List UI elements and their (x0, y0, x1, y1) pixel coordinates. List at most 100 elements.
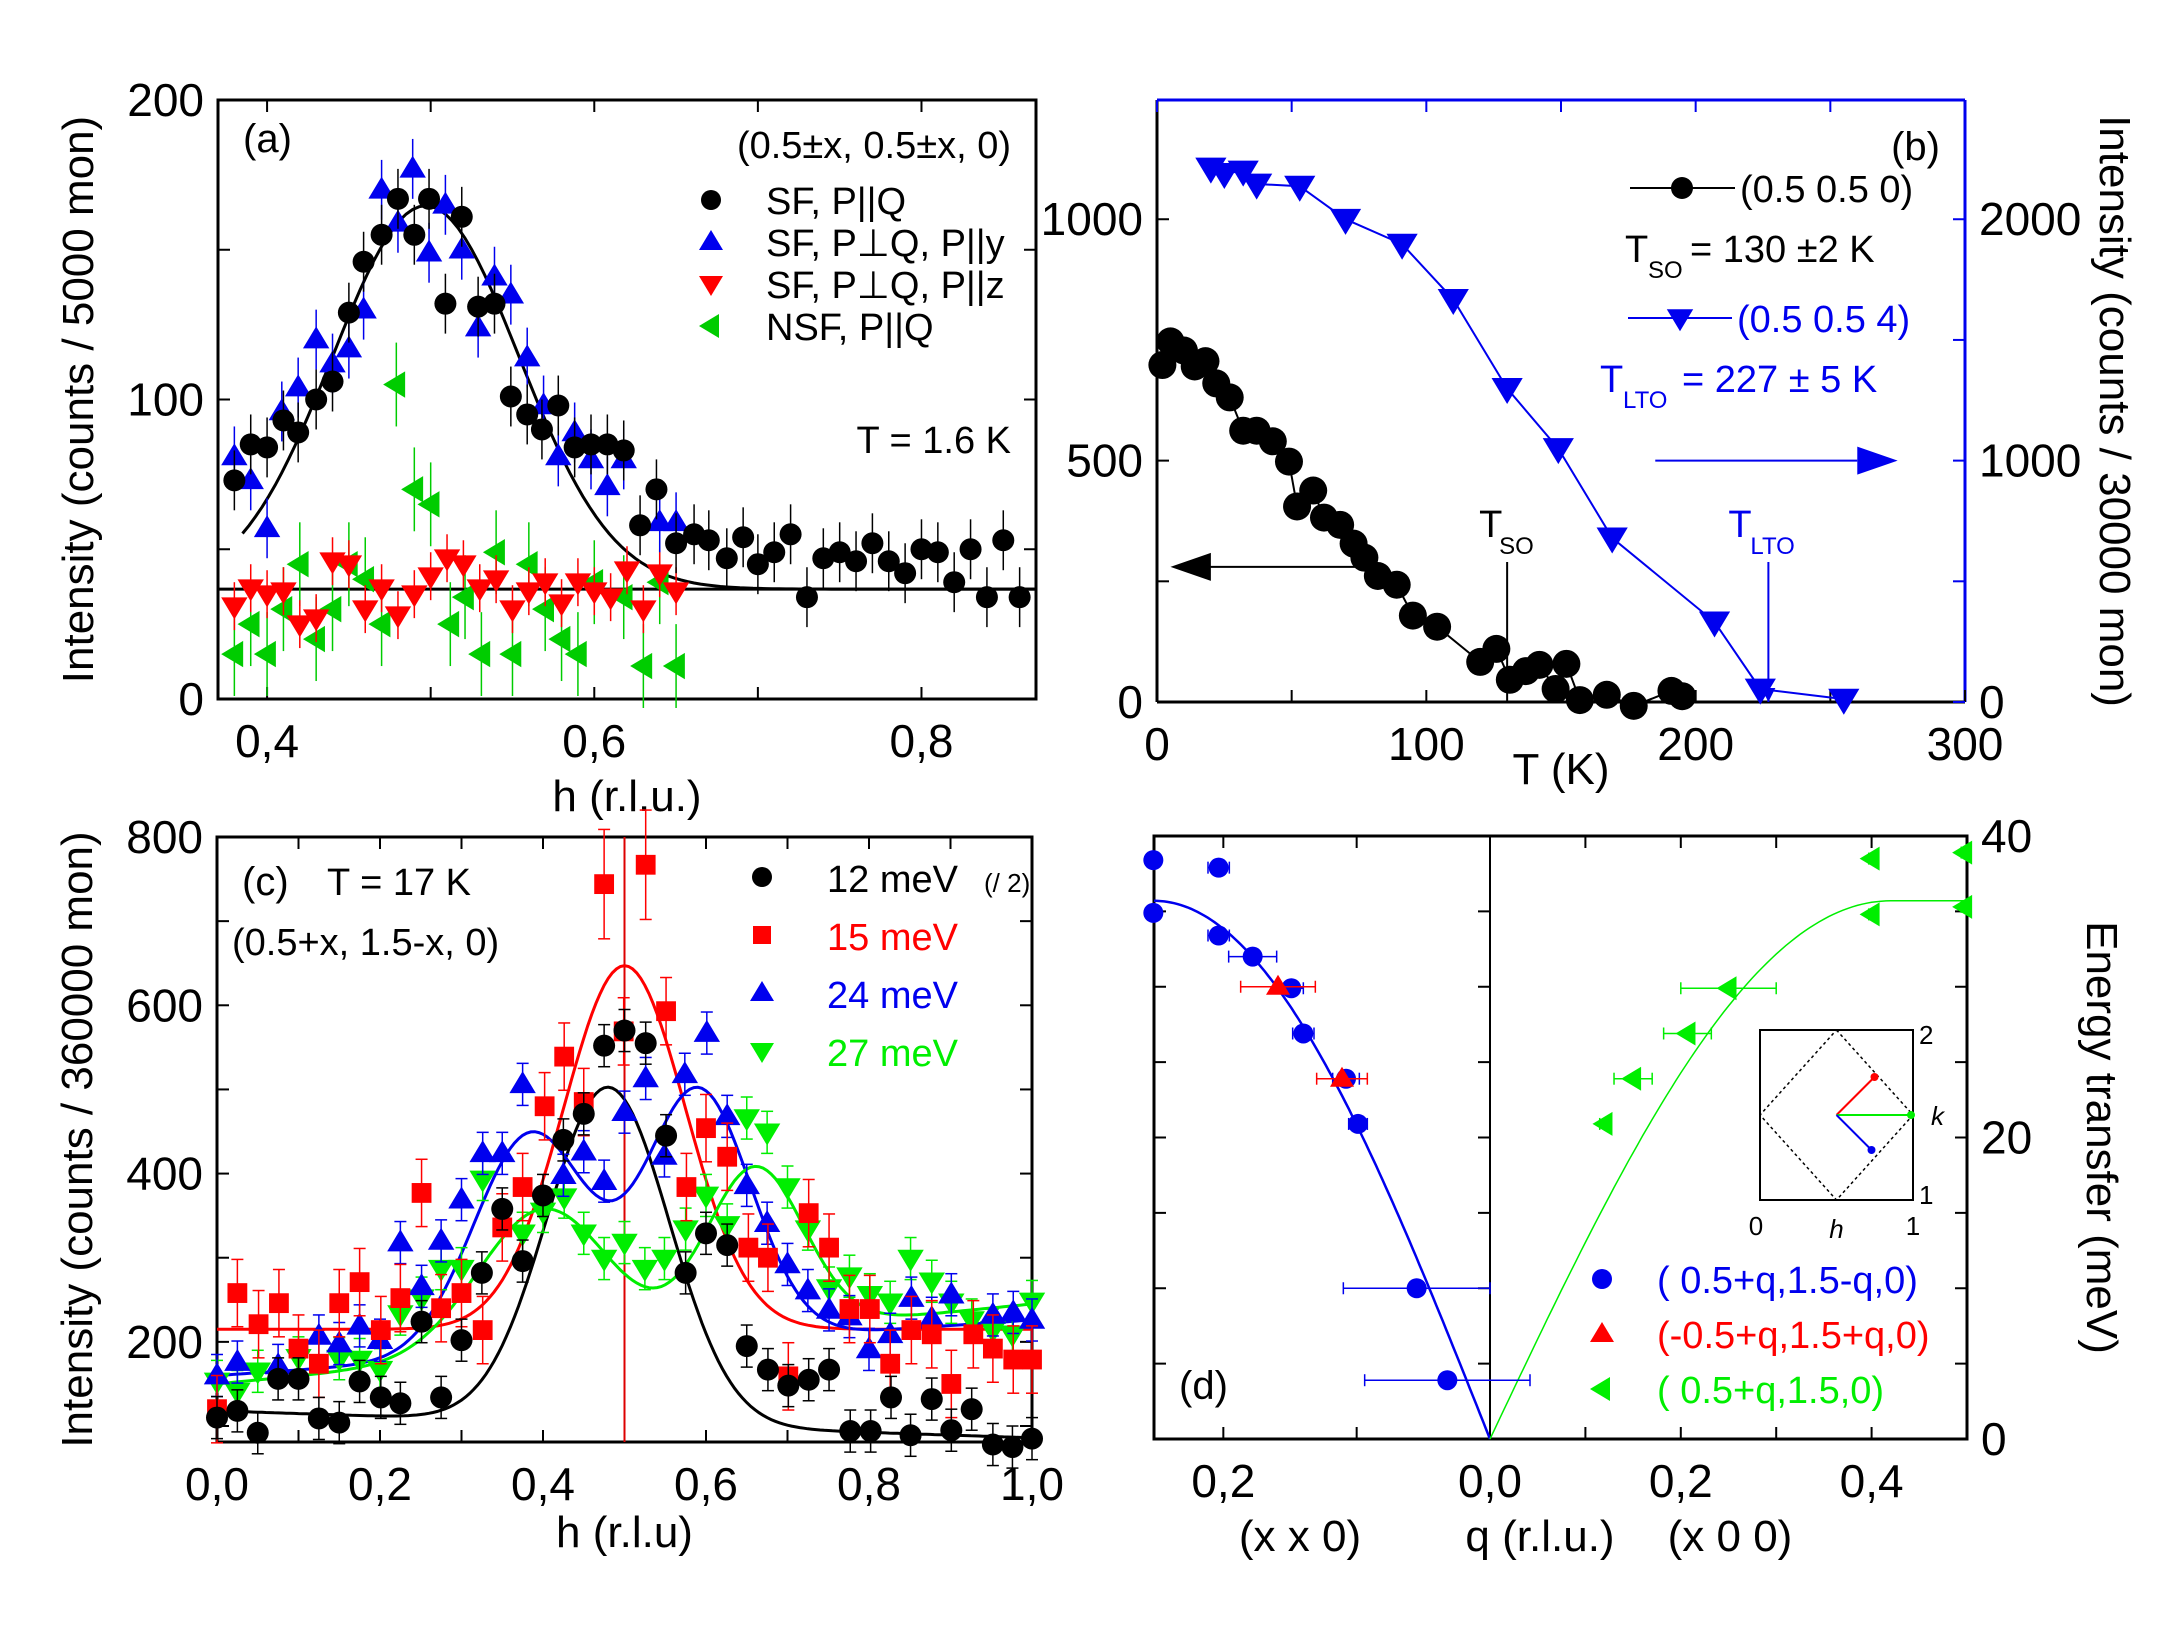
data-point (284, 374, 312, 397)
data-point (319, 595, 342, 623)
y-tick-label: 800 (126, 811, 203, 863)
x-tick-label: 0,8 (837, 1458, 901, 1510)
x-tick-label: 0 (1144, 718, 1170, 770)
data-point (512, 1177, 533, 1197)
y-axis-title: Intensity (counts / 360000 mon) (53, 831, 102, 1447)
data-point (1406, 1278, 1427, 1299)
data-point (468, 640, 491, 668)
data-point (499, 600, 526, 623)
panel-label: (b) (1891, 125, 1940, 169)
data-point (335, 555, 363, 578)
fit-curve (216, 1164, 1033, 1386)
data-point (1018, 1306, 1046, 1329)
data-point (552, 1128, 575, 1151)
data-point (223, 469, 246, 492)
legend-label: (-0.5+q,1.5+q,0) (1657, 1315, 1930, 1357)
data-point (818, 1358, 841, 1381)
data-point (370, 1320, 391, 1340)
y-tick-label: 400 (126, 1148, 203, 1200)
data-point (593, 1034, 616, 1057)
data-point (797, 1368, 820, 1391)
data-point (876, 1293, 904, 1316)
data-point (921, 1324, 942, 1345)
data-point (1482, 634, 1511, 663)
data-point (1258, 427, 1287, 456)
data-point (611, 1233, 638, 1256)
data-point (368, 579, 395, 602)
data-point (550, 1188, 578, 1211)
y-tick-label: 200 (126, 1316, 203, 1368)
data-point (432, 191, 459, 214)
x-tick-label: 0,6 (562, 715, 626, 767)
data-point (1008, 586, 1031, 609)
tlto-label: T (1728, 504, 1751, 546)
data-point (1208, 162, 1240, 189)
data-point (1284, 175, 1316, 202)
x-tick-label: 0,6 (674, 1458, 738, 1510)
data-point (253, 585, 281, 608)
data-point (401, 476, 424, 503)
tlto-legend-value: = 227 ± 5 K (1682, 359, 1877, 401)
tso-subscript: SO (1499, 533, 1534, 560)
temperature-annotation: T = 17 K (327, 862, 471, 904)
data-point (651, 1142, 678, 1165)
data-point (815, 1296, 843, 1319)
data-point (696, 1118, 716, 1139)
data-point (1003, 1349, 1024, 1370)
x-axis-title: h (r.l.u) (556, 1508, 693, 1557)
data-point (1266, 974, 1290, 995)
data-point (1592, 680, 1621, 709)
data-point (237, 579, 264, 602)
temperature-annotation: T = 1.6 K (856, 420, 1011, 462)
data-point (515, 551, 538, 578)
data-point (321, 370, 344, 393)
data-point (430, 1386, 453, 1409)
data-point (662, 652, 685, 680)
data-point (256, 436, 279, 459)
data-point (532, 1184, 554, 1207)
legend-label: SF, P⊥Q, P||y (766, 223, 1005, 265)
data-point (612, 439, 635, 462)
tso-legend-sub: SO (1648, 257, 1683, 284)
data-point (798, 1203, 819, 1224)
data-point (1596, 527, 1628, 554)
y-axis-title: Intensity (counts / 5000 mon) (54, 116, 103, 683)
data-point (1386, 233, 1418, 260)
data-point (655, 1124, 678, 1147)
data-point (497, 281, 525, 304)
data-point (943, 571, 966, 594)
data-point (1000, 1299, 1027, 1322)
data-point (335, 335, 363, 358)
data-point (530, 418, 553, 441)
panel-a: 0,4 0,6 0,8 0 100 200 h (r.l.u.) Intensity (cou… (54, 74, 1038, 821)
x-tick-label: 0,2 (348, 1458, 412, 1510)
data-point (570, 1138, 597, 1161)
data-point (715, 547, 738, 570)
y-axis-title-right: Intensity (counts / 30000 mon) (2090, 115, 2139, 707)
data-point (286, 615, 313, 638)
data-point (926, 541, 949, 564)
legend-marker (699, 230, 723, 250)
legend-marker (753, 926, 771, 944)
y-tick-label-right: 0 (1979, 676, 2005, 728)
x-tick-label: 100 (1388, 718, 1465, 770)
data-point (958, 1311, 985, 1334)
data-point (897, 1249, 924, 1272)
data-point (1423, 612, 1452, 641)
inset-x-label: h (1829, 1214, 1843, 1244)
data-point (1022, 1349, 1042, 1370)
data-point (1668, 682, 1697, 711)
data-point (794, 1220, 822, 1243)
y-tick-label: 200 (127, 74, 204, 126)
data-point (307, 1407, 330, 1430)
left-axis-arrow-head (1170, 552, 1211, 581)
data-point (779, 523, 802, 546)
x-tick-label: 200 (1657, 718, 1734, 770)
data-point (401, 585, 428, 608)
data-point (417, 491, 440, 518)
data-point (1952, 840, 1973, 865)
x-tick-label: 0,8 (890, 715, 954, 767)
data-point (1299, 476, 1328, 505)
data-point (548, 594, 575, 617)
data-point (1542, 438, 1574, 465)
